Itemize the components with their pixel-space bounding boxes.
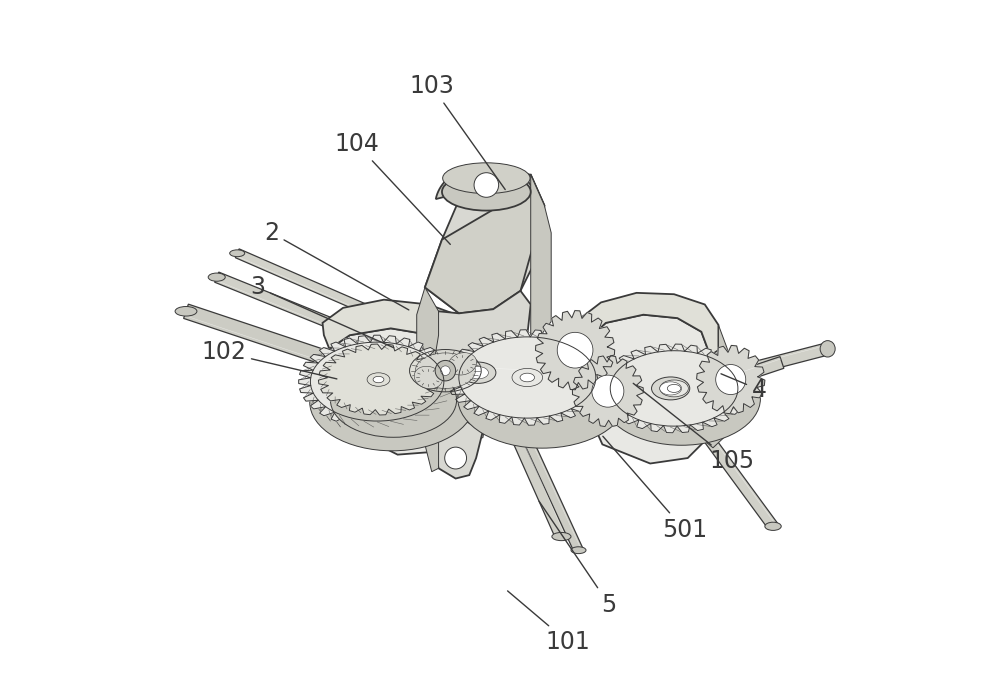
Ellipse shape [512,369,543,386]
Ellipse shape [175,306,197,316]
Ellipse shape [660,382,682,395]
Ellipse shape [448,353,477,375]
Polygon shape [531,174,551,335]
Text: 102: 102 [201,340,337,379]
Polygon shape [425,168,544,313]
Ellipse shape [567,367,600,386]
Ellipse shape [367,373,390,386]
Ellipse shape [460,362,496,383]
Ellipse shape [330,363,457,437]
Ellipse shape [414,367,442,389]
Text: 501: 501 [603,436,707,542]
Polygon shape [694,421,777,529]
Polygon shape [734,343,829,379]
Ellipse shape [660,380,688,397]
Polygon shape [516,422,583,552]
Polygon shape [432,390,483,479]
Ellipse shape [667,384,681,393]
Ellipse shape [208,273,225,281]
Ellipse shape [443,163,530,194]
Polygon shape [318,344,439,415]
Polygon shape [466,349,488,441]
Polygon shape [501,411,567,539]
Circle shape [474,173,499,197]
Circle shape [716,365,746,395]
Polygon shape [572,356,643,427]
Polygon shape [215,272,379,347]
Text: 103: 103 [409,74,505,189]
Polygon shape [581,293,718,356]
Polygon shape [697,345,765,414]
Ellipse shape [370,378,384,386]
Ellipse shape [520,373,535,382]
Circle shape [592,375,624,407]
Text: 104: 104 [334,132,450,244]
Circle shape [445,447,467,469]
Ellipse shape [571,547,586,553]
Text: 4: 4 [721,373,767,402]
Polygon shape [428,291,531,363]
Polygon shape [705,325,729,448]
Ellipse shape [458,347,627,448]
Text: 3: 3 [250,276,394,347]
Polygon shape [324,328,473,455]
Polygon shape [425,165,544,313]
Polygon shape [729,356,784,385]
Polygon shape [299,335,456,428]
Ellipse shape [765,522,781,530]
Ellipse shape [415,353,475,389]
Ellipse shape [552,532,571,540]
Ellipse shape [603,352,760,445]
Text: 2: 2 [264,221,409,310]
Circle shape [441,366,450,376]
Polygon shape [235,249,396,326]
Ellipse shape [373,376,384,383]
Polygon shape [599,344,749,433]
Polygon shape [417,287,439,356]
Polygon shape [184,304,362,376]
Polygon shape [587,315,712,464]
Polygon shape [425,410,439,472]
Ellipse shape [310,354,475,451]
Polygon shape [323,300,480,356]
Polygon shape [535,311,615,390]
Text: 5: 5 [539,501,617,617]
Text: 101: 101 [508,591,591,655]
Circle shape [557,332,593,368]
Circle shape [563,339,587,362]
Ellipse shape [820,341,835,357]
Ellipse shape [574,371,592,382]
Polygon shape [474,366,586,380]
Text: 105: 105 [633,383,755,473]
Polygon shape [442,364,517,431]
Polygon shape [447,330,608,425]
Ellipse shape [652,377,690,400]
Ellipse shape [362,373,392,391]
Ellipse shape [468,367,488,379]
Circle shape [435,360,456,381]
Ellipse shape [442,173,531,211]
Ellipse shape [230,250,245,256]
